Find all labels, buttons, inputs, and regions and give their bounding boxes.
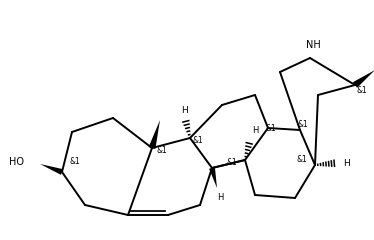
Text: &1: &1 bbox=[227, 158, 238, 167]
Polygon shape bbox=[209, 167, 217, 188]
Text: &1: &1 bbox=[193, 136, 204, 145]
Text: NH: NH bbox=[306, 40, 321, 50]
Text: &1: &1 bbox=[298, 120, 309, 129]
Text: H: H bbox=[343, 158, 350, 168]
Text: H: H bbox=[182, 106, 188, 115]
Text: &1: &1 bbox=[357, 86, 368, 95]
Polygon shape bbox=[353, 70, 374, 88]
Text: &1: &1 bbox=[157, 146, 168, 155]
Text: &1: &1 bbox=[297, 155, 308, 164]
Text: H: H bbox=[252, 126, 258, 135]
Polygon shape bbox=[40, 164, 63, 175]
Text: HO: HO bbox=[9, 157, 24, 167]
Text: &1: &1 bbox=[70, 157, 81, 166]
Text: &1: &1 bbox=[266, 124, 277, 133]
Text: H: H bbox=[217, 193, 223, 202]
Polygon shape bbox=[148, 120, 160, 149]
